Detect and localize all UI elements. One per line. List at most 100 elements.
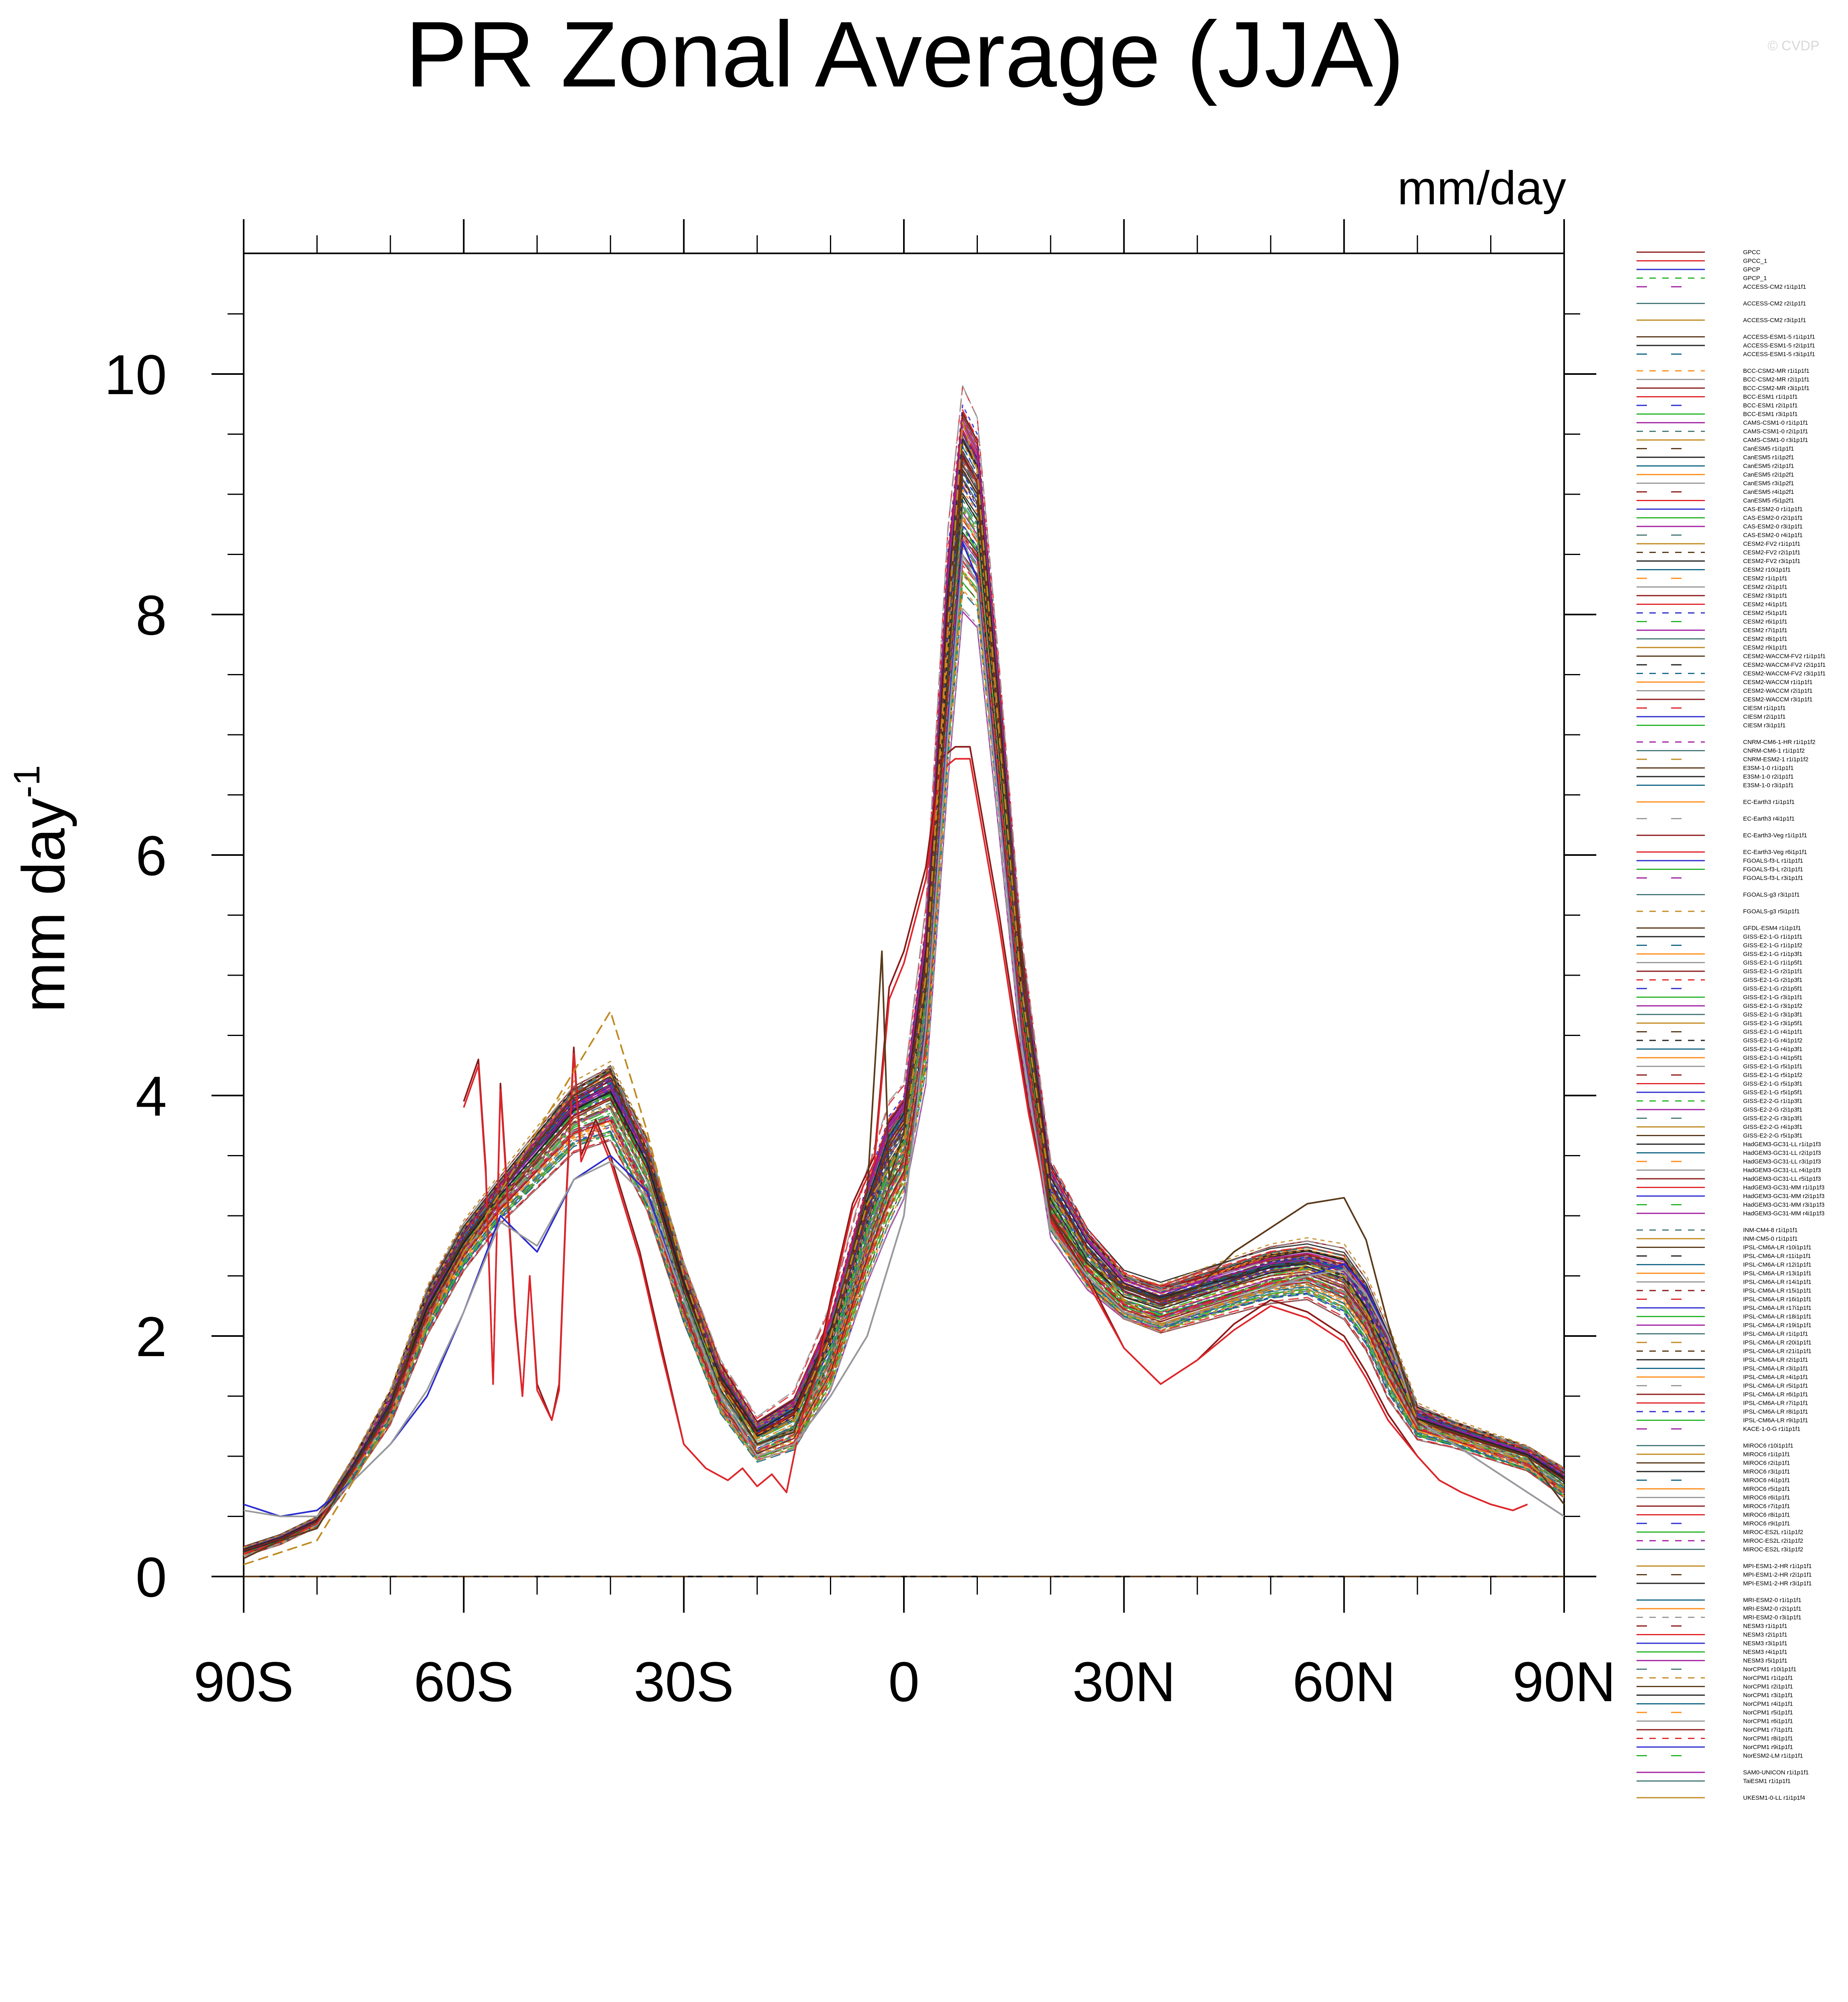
legend-label: NorCPM1 r7i1p1f1 <box>1743 1727 1793 1733</box>
ensemble-member-line <box>243 495 1565 1552</box>
ensemble-member-line <box>243 438 1565 1550</box>
ensemble-member-line <box>243 463 1565 1551</box>
ensemble-member-line <box>243 516 1565 1553</box>
plot-area <box>243 253 1565 1577</box>
legend-label: HadGEM3-GC31-LL r4i1p1f3 <box>1743 1167 1821 1174</box>
legend-label: CESM2-WACCM-FV2 r1i1p1f1 <box>1743 653 1825 660</box>
legend-label: CESM2-WACCM r3i1p1f1 <box>1743 696 1813 703</box>
legend-label: GISS-E2-1-G r4i1p3f1 <box>1743 1046 1803 1053</box>
ensemble-member-line <box>243 465 1565 1550</box>
ensemble-member-line <box>243 450 1565 1550</box>
legend-label: EC-Earth3-Veg r6i1p1f1 <box>1743 849 1807 856</box>
legend-label: NorCPM1 r6i1p1f1 <box>1743 1718 1793 1725</box>
legend-label: CESM2-WACCM-FV2 r2i1p1f1 <box>1743 662 1825 668</box>
legend-label: IPSL-CM6A-LR r10i1p1f1 <box>1743 1244 1811 1251</box>
ensemble-member-line <box>243 468 1565 1551</box>
y-tick-label: 8 <box>136 584 167 647</box>
legend-label: IPSL-CM6A-LR r4i1p1f1 <box>1743 1374 1808 1381</box>
ensemble-member-line <box>243 450 1565 1551</box>
legend-label: HadGEM3-GC31-LL r3i1p1f3 <box>1743 1158 1821 1165</box>
ensemble-member-line <box>243 571 1565 1557</box>
ensemble-member-line <box>243 523 1565 1554</box>
ensemble-member-line <box>243 517 1565 1554</box>
legend-label: CanESM5 r5i1p2f1 <box>1743 497 1794 504</box>
legend-label: GISS-E2-1-G r3i1p3f1 <box>1743 1011 1803 1018</box>
legend-label: CIESM r1i1p1f1 <box>1743 705 1786 712</box>
legend-label: MIROC6 r3i1p1f1 <box>1743 1468 1790 1475</box>
ensemble-member-line <box>243 495 1565 1553</box>
series-line-gpcp-1 <box>243 553 1565 1517</box>
ensemble-member-line <box>243 534 1565 1554</box>
legend-label: CESM2-FV2 r1i1p1f1 <box>1743 541 1801 547</box>
legend-label: FGOALS-g3 r5i1p1f1 <box>1743 908 1800 915</box>
ensemble-member-line <box>243 526 1565 1554</box>
legend-label: NorCPM1 r4i1p1f1 <box>1743 1701 1793 1708</box>
legend-label: CESM2 r5i1p1f1 <box>1743 610 1787 617</box>
legend-label: GISS-E2-1-G r4i1p5f1 <box>1743 1054 1803 1061</box>
legend-label: INM-CM5-0 r1i1p1f1 <box>1743 1235 1798 1242</box>
legend-label: IPSL-CM6A-LR r19i1p1f1 <box>1743 1322 1811 1329</box>
ensemble-member-line <box>243 591 1565 1556</box>
legend-label: MIROC6 r2i1p1f1 <box>1743 1460 1790 1467</box>
ensemble-member-line <box>243 527 1565 1555</box>
legend-label: MRI-ESM2-0 r3i1p1f1 <box>1743 1614 1801 1621</box>
legend-label: IPSL-CM6A-LR r13i1p1f1 <box>1743 1270 1811 1277</box>
legend-label: CanESM5 r1i1p2f1 <box>1743 454 1794 461</box>
legend-label: NorCPM1 r3i1p1f1 <box>1743 1692 1793 1699</box>
legend-label: CIESM r3i1p1f1 <box>1743 722 1786 729</box>
legend-label: CAS-ESM2-0 r1i1p1f1 <box>1743 506 1803 513</box>
ensemble-member-line <box>243 442 1565 1550</box>
legend-label: CESM2 r3i1p1f1 <box>1743 592 1787 599</box>
legend-label: NorCPM1 r10i1p1f1 <box>1743 1666 1797 1673</box>
ensemble-member-line <box>243 569 1565 1556</box>
ensemble-member-line <box>243 483 1565 1552</box>
legend-label: CanESM5 r1i1p1f1 <box>1743 446 1794 452</box>
legend-label: MIROC-ES2L r3i1p1f2 <box>1743 1546 1803 1553</box>
ensemble-member-line <box>243 478 1565 1551</box>
legend-label: FGOALS-f3-L r3i1p1f1 <box>1743 875 1803 882</box>
ensemble-member-line <box>243 539 1565 1554</box>
legend-label: IPSL-CM6A-LR r11i1p1f1 <box>1743 1253 1811 1260</box>
legend-label: CAS-ESM2-0 r4i1p1f1 <box>1743 532 1803 539</box>
legend-label: IPSL-CM6A-LR r17i1p1f1 <box>1743 1305 1811 1311</box>
ensemble-member-line <box>243 486 1565 1551</box>
legend-label: IPSL-CM6A-LR r9i1p1f1 <box>1743 1417 1808 1424</box>
ensemble-member-line <box>243 481 1565 1552</box>
series-line-gpcp <box>243 541 1565 1517</box>
series-line-ukesm1-0-ll-r1i1p1f4 <box>243 421 1565 1566</box>
ensemble-member-line <box>243 537 1565 1556</box>
ensemble-member-line <box>243 456 1565 1548</box>
legend-label: MIROC6 r10i1p1f1 <box>1743 1443 1793 1449</box>
ensemble-member-line <box>243 436 1565 1549</box>
legend-label: CESM2 r6i1p1f1 <box>1743 619 1787 625</box>
ensemble-member-line <box>243 554 1565 1555</box>
legend-label: ACCESS-CM2 r3i1p1f1 <box>1743 317 1806 324</box>
series-line-cesm2-r1i1p1f1 <box>243 469 1565 1559</box>
ensemble-member-line <box>243 512 1565 1553</box>
legend-label: IPSL-CM6A-LR r21i1p1f1 <box>1743 1348 1811 1355</box>
legend-label: IPSL-CM6A-LR r12i1p1f1 <box>1743 1262 1811 1268</box>
legend-label: ACCESS-ESM1-5 r3i1p1f1 <box>1743 351 1815 358</box>
ensemble-member-line <box>243 454 1565 1552</box>
legend-label: CESM2 r2i1p1f1 <box>1743 584 1787 591</box>
ensemble-member-line <box>243 524 1565 1556</box>
legend-label: GISS-E2-1-G r3i1p5f1 <box>1743 1020 1803 1027</box>
ensemble-member-line <box>243 440 1565 1550</box>
ensemble-member-line <box>243 454 1565 1550</box>
legend-label: TaiESM1 r1i1p1f1 <box>1743 1778 1791 1785</box>
ensemble-member-line <box>243 515 1565 1552</box>
legend-label: CNRM-ESM2-1 r1i1p1f2 <box>1743 756 1809 763</box>
legend-label: NorESM2-LM r1i1p1f1 <box>1743 1753 1803 1759</box>
ensemble-member-line <box>243 460 1565 1550</box>
legend-label: CanESM5 r2i1p1f1 <box>1743 463 1794 470</box>
y-tick-label: 0 <box>136 1546 167 1609</box>
ensemble-member-line <box>243 462 1565 1549</box>
ensemble-member-line <box>243 451 1565 1550</box>
ensemble-member-line <box>243 499 1565 1553</box>
ensemble-member-line <box>243 487 1565 1551</box>
legend-label: CNRM-CM6-1 r1i1p1f2 <box>1743 748 1805 754</box>
ensemble-member-line <box>243 432 1565 1549</box>
legend-label: MIROC6 r6i1p1f1 <box>1743 1494 1790 1501</box>
ensemble-member-line <box>243 454 1565 1550</box>
